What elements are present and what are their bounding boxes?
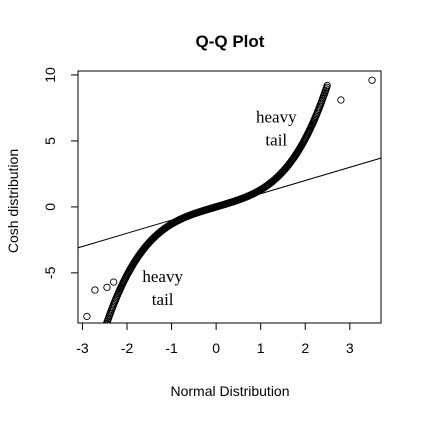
y-tick-label: -5 (42, 266, 58, 279)
x-tick-label: 1 (257, 340, 265, 356)
qq-point (102, 325, 108, 331)
annotation-heavy-tail-line1: heavy (256, 107, 297, 126)
annotation-heavy-tail-line1: heavy (142, 267, 183, 286)
y-tick-label: 5 (42, 137, 58, 145)
qq-point-outlier (109, 278, 118, 286)
y-axis-label: Cosh distribution (5, 149, 21, 253)
x-tick-label: -1 (165, 340, 178, 356)
qq-point (84, 389, 90, 395)
annotation-heavy-tail-line2: tail (152, 290, 174, 309)
qq-point (90, 366, 96, 372)
qq-point (91, 362, 97, 368)
qq-point (89, 370, 95, 376)
qq-point-outlier (103, 283, 111, 292)
qq-point (95, 347, 101, 353)
qq-point (95, 345, 101, 351)
qq-point (87, 375, 93, 381)
qq-point (91, 359, 97, 365)
qq-point-outlier (91, 286, 99, 294)
y-tick-label: 0 (42, 203, 58, 211)
qq-point (93, 353, 99, 359)
x-tick-label: -2 (121, 340, 134, 356)
qq-point (101, 329, 107, 335)
qq-point (103, 321, 110, 323)
qq-point (89, 368, 95, 374)
qq-point (99, 332, 105, 338)
qq-point (94, 351, 100, 357)
qq-point (90, 364, 96, 370)
qq-point (97, 342, 103, 348)
qq-point-outlier (368, 76, 376, 84)
x-tick-label: 3 (346, 340, 354, 356)
qq-point (96, 343, 102, 349)
qq-point (103, 319, 111, 323)
qq-point (86, 381, 92, 387)
qq-point (92, 357, 98, 363)
qq-point (85, 386, 91, 392)
y-tick-label: 10 (42, 67, 58, 83)
qq-point (99, 334, 105, 340)
x-tick-label: 0 (212, 340, 220, 356)
qq-point (94, 349, 100, 355)
x-axis-label: Normal Distribution (170, 383, 289, 399)
qq-point (86, 379, 92, 385)
qq-point (101, 327, 107, 333)
qq-point (87, 377, 93, 383)
qq-point (88, 372, 94, 378)
qq-point-outlier (83, 312, 91, 321)
annotation-heavy-tail-line2: tail (265, 130, 287, 149)
plot-area (78, 76, 381, 395)
qq-point (323, 81, 331, 90)
qq-point (98, 336, 104, 342)
chart-title: Q-Q Plot (196, 32, 265, 51)
qq-point-outlier (337, 96, 345, 104)
plot-frame (77, 70, 382, 324)
x-tick-label: -3 (76, 340, 89, 356)
qq-point (85, 384, 91, 390)
qq-point (97, 340, 103, 346)
qq-point (93, 355, 99, 361)
qq-point (100, 330, 106, 336)
x-tick-label: 2 (301, 340, 309, 356)
qq-point (102, 324, 108, 330)
qq-point (98, 338, 104, 344)
